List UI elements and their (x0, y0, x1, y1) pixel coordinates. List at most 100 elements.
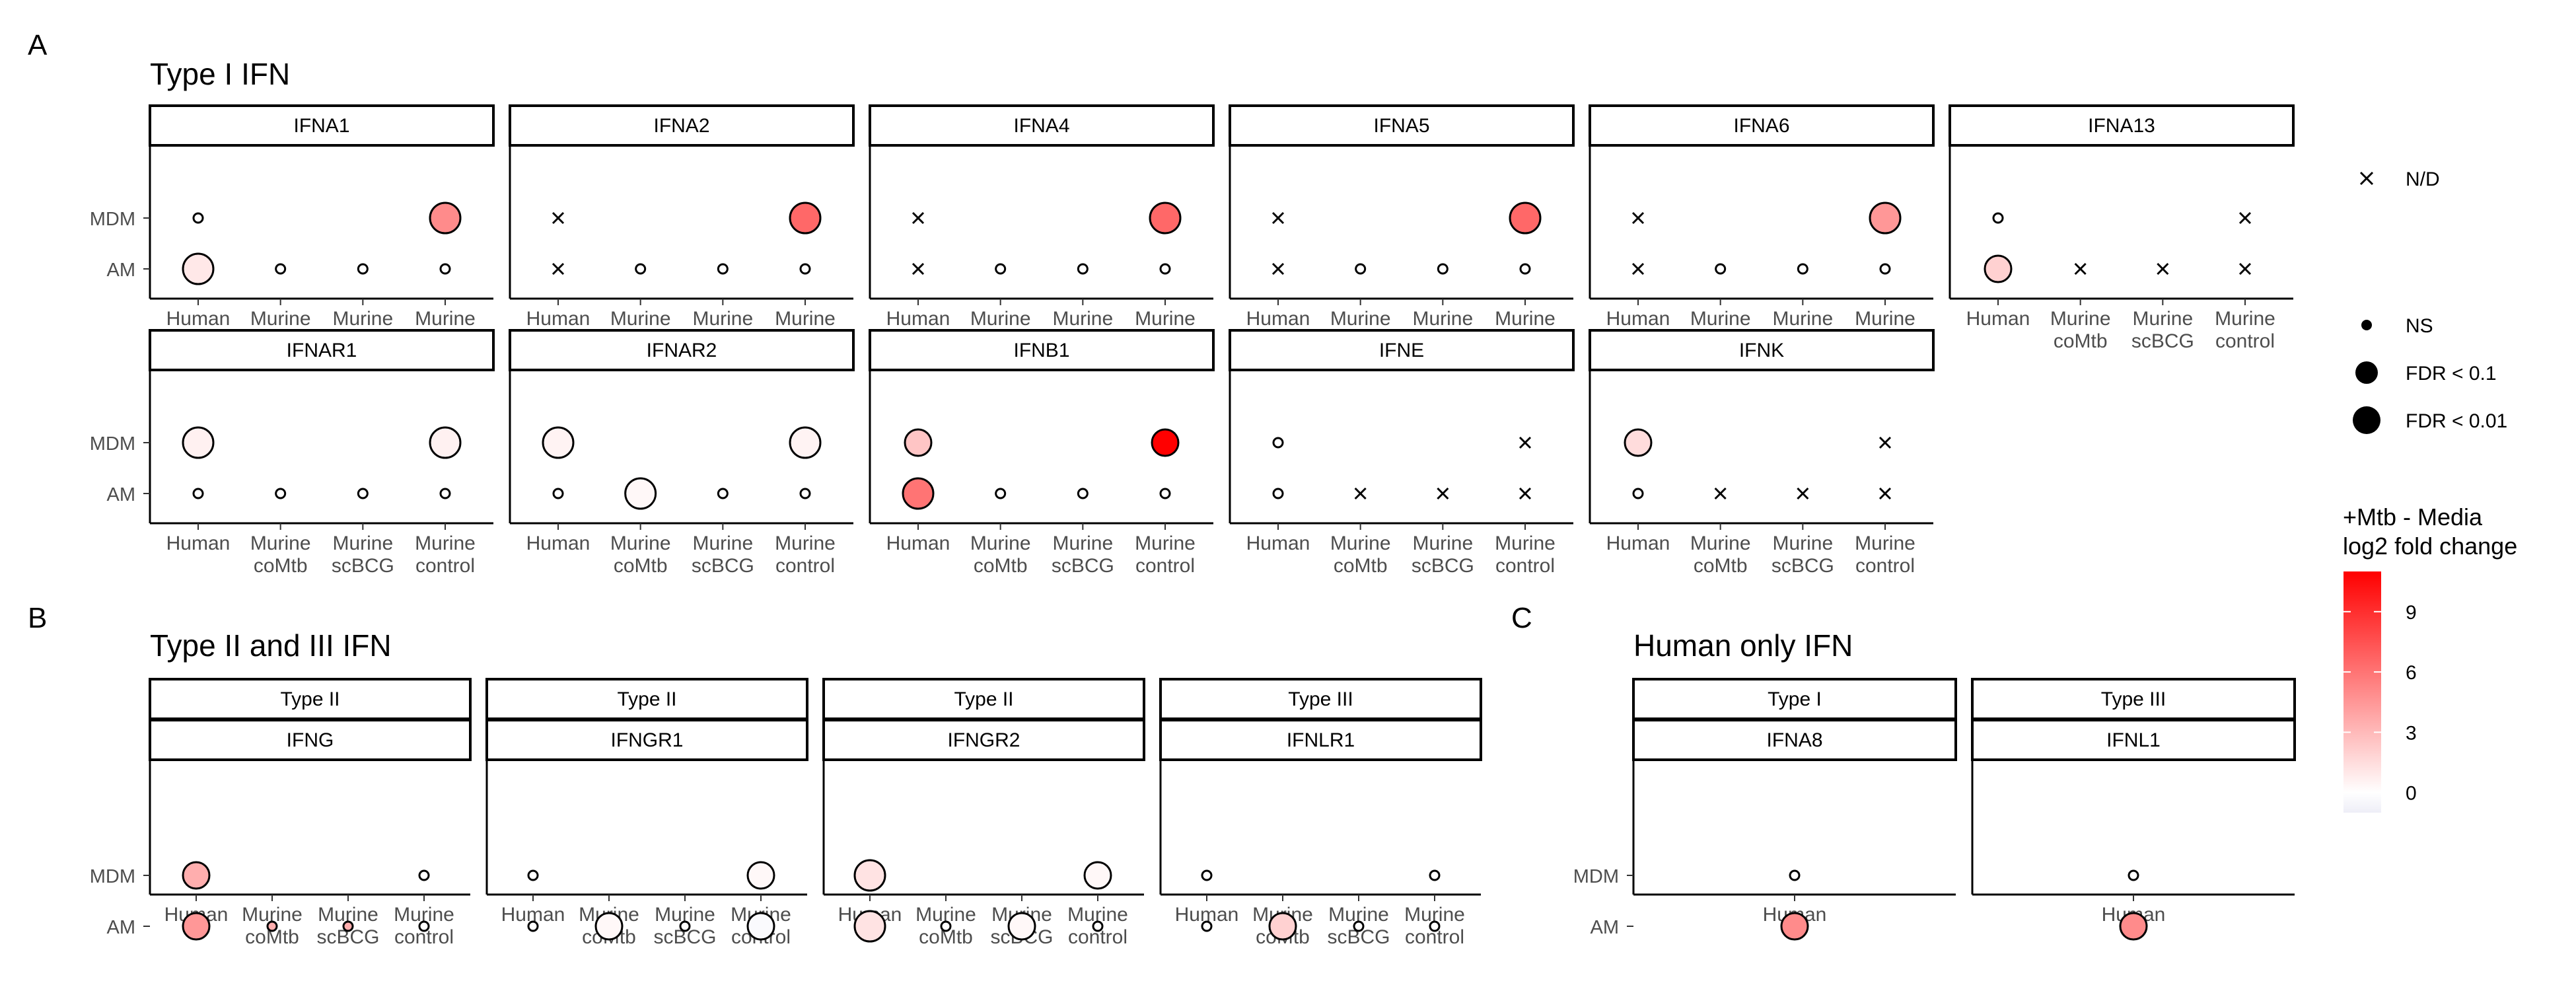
y-tick-label: MDM (90, 866, 135, 887)
nd-cross-marker (1271, 211, 1285, 225)
data-point (527, 920, 539, 932)
facet-strip-label: IFNK (1739, 340, 1784, 361)
data-point (182, 252, 215, 285)
facet-strip (1229, 104, 1575, 147)
data-point (1715, 263, 1727, 275)
data-point (182, 912, 211, 941)
facet-strip-label: IFNA4 (1013, 115, 1069, 137)
x-tick-label: Human (166, 532, 231, 554)
panel-title: Type II and III IFN (150, 628, 392, 663)
facet-strip (485, 678, 808, 720)
data-point (1780, 912, 1809, 941)
data-point (1159, 263, 1171, 275)
x-tick-label: control (775, 555, 835, 577)
x-tick-label: coMtb (254, 555, 308, 577)
legend-label: FDR < 0.01 (2406, 410, 2507, 432)
data-point (1429, 920, 1441, 932)
nd-cross-marker (552, 211, 565, 225)
facet-strip (509, 329, 855, 371)
facet-strip-label: Type II (954, 688, 1013, 710)
x-tick-label: Murine (1855, 308, 1915, 330)
data-point (342, 920, 354, 932)
facet-strip (869, 329, 1215, 371)
facet-strip-label: IFNA8 (1766, 729, 1822, 751)
facet-strip (1632, 719, 1957, 761)
facet-strip-label: IFNGR2 (947, 729, 1020, 751)
x-tick-label: scBCG (1412, 555, 1474, 577)
x-tick-label: Murine (250, 308, 311, 330)
facet-strip (822, 719, 1145, 761)
x-tick-label: scBCG (2131, 330, 2194, 352)
panel-label: A (28, 29, 48, 61)
x-tick-label: Murine (610, 308, 671, 330)
y-tick-label: MDM (1573, 866, 1619, 887)
facet-strip (509, 104, 855, 147)
x-tick-label: Human (166, 308, 231, 330)
panel-label: B (28, 602, 47, 634)
x-tick-label: Murine (970, 532, 1031, 554)
data-point (746, 912, 775, 941)
facet-strip (822, 678, 1145, 720)
x-tick-label: scBCG (1052, 555, 1114, 577)
data-point (1437, 263, 1449, 275)
x-tick-label: Murine (692, 308, 753, 330)
data-point (1007, 912, 1036, 941)
facet-strip (149, 104, 495, 147)
data-point (635, 263, 647, 275)
x-tick-label: coMtb (2054, 330, 2108, 352)
facet-strip (869, 104, 1215, 147)
facet-strip (1632, 678, 1957, 720)
data-point (275, 488, 287, 499)
legend-label: NS (2406, 315, 2433, 337)
data-point (1077, 263, 1089, 275)
x-tick-label: Murine (1495, 532, 1556, 554)
data-point (275, 263, 287, 275)
colorbar-title: log2 fold change (2343, 532, 2517, 560)
x-tick-label: scBCG (692, 555, 754, 577)
x-tick-label: Murine (1330, 308, 1391, 330)
x-tick-label: control (1855, 555, 1915, 577)
facet-strip (485, 719, 808, 761)
nd-cross-marker (1714, 487, 1727, 500)
facet-strip (1971, 719, 2296, 761)
data-point (542, 426, 575, 459)
facet-strip-label: IFNB1 (1013, 340, 1069, 361)
facet-strip-label: IFNL1 (2106, 729, 2161, 751)
x-tick-label: scBCG (1771, 555, 1834, 577)
data-point (904, 428, 933, 457)
x-tick-label: scBCG (332, 555, 394, 577)
x-tick-label: Murine (250, 532, 311, 554)
data-point (182, 426, 215, 459)
data-point (1149, 202, 1182, 235)
facet-strip-label: Type II (280, 688, 340, 710)
legend-label: FDR < 0.1 (2406, 363, 2497, 385)
data-point (594, 912, 624, 941)
x-tick-label: control (1135, 555, 1195, 577)
nd-cross-marker (2074, 262, 2087, 275)
x-tick-label: Murine (1690, 532, 1751, 554)
panel-label: C (1511, 602, 1532, 634)
data-point (266, 920, 278, 932)
data-point (182, 861, 211, 890)
nd-cross-marker (1631, 262, 1645, 275)
data-point (995, 263, 1007, 275)
data-point (1272, 488, 1284, 499)
facet-strip-label: Type III (2101, 688, 2166, 710)
x-tick-label: Human (1606, 532, 1670, 554)
x-tick-label: Human (526, 532, 590, 554)
x-tick-label: Human (886, 308, 950, 330)
legend-size-key (2353, 406, 2380, 434)
x-tick-label: Murine (1412, 532, 1473, 554)
y-tick-label: AM (107, 484, 136, 505)
legend-label: N/D (2406, 168, 2440, 190)
facet-strip (149, 329, 495, 371)
x-tick-label: coMtb (614, 555, 668, 577)
facet-strip (1589, 104, 1935, 147)
data-point (1092, 920, 1104, 932)
nd-cross-marker (1519, 487, 1532, 500)
x-tick-label: Human (1966, 308, 2030, 330)
data-point (853, 859, 886, 892)
nd-cross-marker (2157, 262, 2169, 275)
nd-cross-marker (1271, 262, 1285, 275)
